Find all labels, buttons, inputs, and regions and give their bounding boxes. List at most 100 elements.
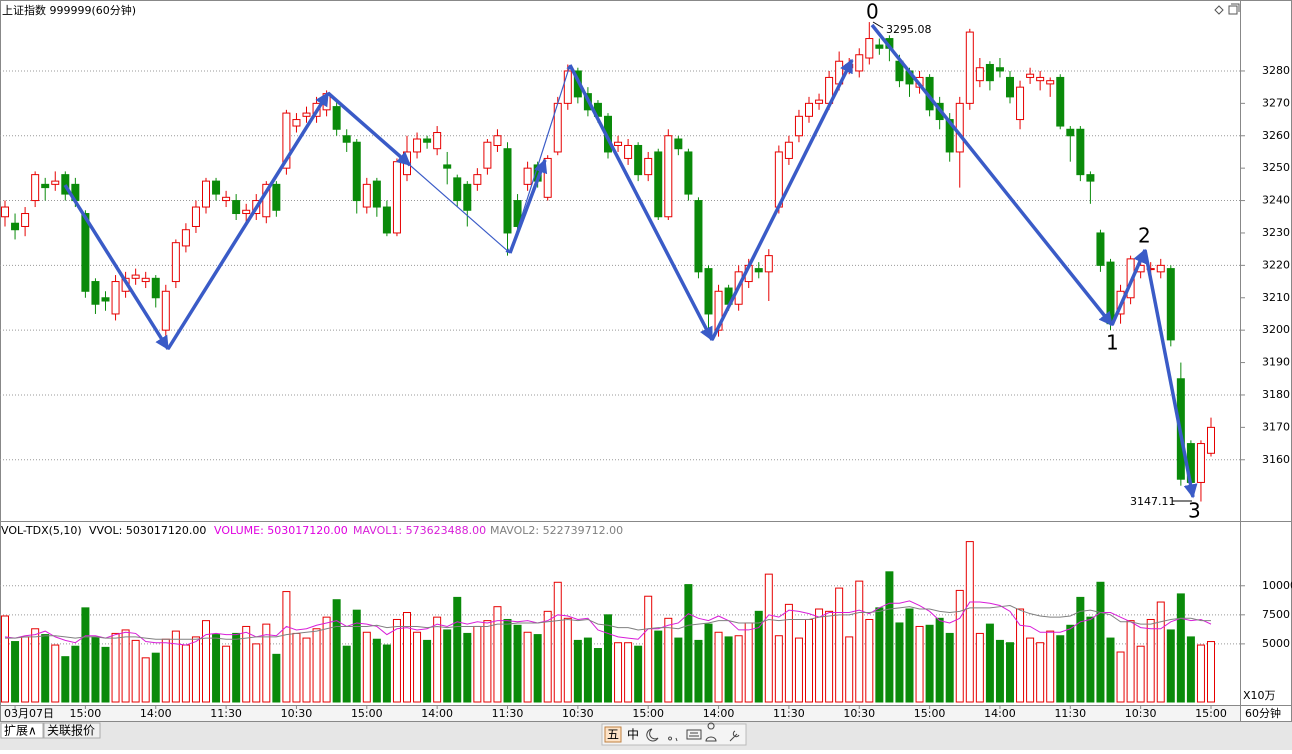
candle-body xyxy=(664,135,673,218)
volume-bar xyxy=(352,609,361,703)
y-tick-label: 3160 xyxy=(1262,453,1290,466)
x-tick-label: 10:30 xyxy=(1125,707,1157,720)
volume-bar xyxy=(21,636,30,703)
candle-body xyxy=(443,164,452,169)
candle-body xyxy=(684,151,693,195)
volume-bar xyxy=(835,587,844,703)
toolbar-button[interactable] xyxy=(604,726,622,743)
volume-bar xyxy=(51,644,60,703)
volume-bar xyxy=(11,641,20,703)
volume-bar xyxy=(855,580,864,703)
volume-bar xyxy=(191,636,200,703)
legend-entry: MAVOL1: 573623488.00 xyxy=(353,524,486,537)
tab[interactable] xyxy=(43,722,101,739)
trend-line xyxy=(329,94,511,254)
volume-bar xyxy=(664,617,673,703)
candle-body xyxy=(242,209,251,215)
trend-line xyxy=(710,58,854,341)
x-tick-label: 14:00 xyxy=(984,707,1016,720)
volume-bar xyxy=(634,645,643,703)
toolbar-icons[interactable] xyxy=(646,722,740,742)
candle-body xyxy=(272,183,281,211)
candle-body xyxy=(674,138,683,150)
candle-body xyxy=(614,141,623,146)
candle-body xyxy=(1076,128,1085,176)
volume-bar xyxy=(1156,601,1165,703)
volume-bar xyxy=(624,642,633,703)
x-tick-label: 11:30 xyxy=(210,707,242,720)
candle-body xyxy=(91,281,100,305)
volume-bar xyxy=(443,629,452,703)
volume-bar xyxy=(81,607,90,703)
candle-body xyxy=(21,213,30,227)
volume-bar xyxy=(985,623,994,703)
candle-body xyxy=(1016,86,1025,121)
volume-bar xyxy=(965,541,974,703)
volume-bar xyxy=(533,634,542,703)
volume-bar xyxy=(292,632,301,703)
candle-body xyxy=(131,274,140,279)
drawings xyxy=(63,23,1198,499)
candle-body xyxy=(513,200,522,227)
candle-body xyxy=(1,206,9,218)
volume-bar xyxy=(1166,629,1175,703)
candle-body xyxy=(181,229,190,247)
volume-bar xyxy=(995,639,1004,703)
tab[interactable] xyxy=(0,722,44,739)
x-tick-label: 15:00 xyxy=(914,707,946,720)
volume-bar xyxy=(1196,644,1205,703)
volume-bar xyxy=(674,637,683,703)
toolbar-label[interactable]: 五 xyxy=(607,728,619,742)
window-icons[interactable] xyxy=(1214,3,1240,15)
candle-body xyxy=(302,112,311,117)
period-box[interactable] xyxy=(1241,706,1291,721)
trend-line xyxy=(509,64,571,254)
candle-body xyxy=(634,144,643,176)
mavol-line xyxy=(5,605,1211,640)
candle-body xyxy=(955,102,964,153)
volume-bar xyxy=(151,652,160,703)
candle-body xyxy=(81,213,90,292)
wave-label: 0 xyxy=(866,0,879,24)
trend-line xyxy=(1110,248,1147,326)
volume-bar xyxy=(684,584,693,703)
volume-bar xyxy=(41,634,50,703)
volume-bar xyxy=(895,622,904,703)
candle-body xyxy=(523,167,532,185)
candle-body xyxy=(453,177,462,202)
volume-bar xyxy=(915,625,924,703)
candle-body xyxy=(1036,76,1045,82)
candle-body xyxy=(413,138,422,153)
volume-bar xyxy=(935,617,944,703)
period-label[interactable]: 60分钟 xyxy=(1245,706,1281,720)
volume-bar xyxy=(885,571,894,703)
toolbar-label[interactable]: 中 xyxy=(627,727,639,742)
candle-body xyxy=(61,174,70,195)
volume-bar xyxy=(161,638,170,703)
volume-bar xyxy=(905,608,914,703)
volume-bar xyxy=(975,632,984,703)
x-tick-label: 14:00 xyxy=(703,707,735,720)
candle-body xyxy=(1066,128,1075,137)
y-tick-label: 3230 xyxy=(1262,226,1290,239)
x-tick-label: 15:00 xyxy=(70,707,102,720)
y-tick-label: 7500 xyxy=(1262,608,1290,621)
volume-bar xyxy=(262,623,271,703)
volume-bar xyxy=(252,643,261,703)
volume-bar xyxy=(604,614,612,703)
volume-bar xyxy=(744,622,753,703)
tab-label[interactable]: 关联报价 xyxy=(47,723,95,738)
tab-label[interactable]: 扩展∧ xyxy=(4,724,37,738)
volume-bar xyxy=(111,632,120,703)
candle-body xyxy=(1096,232,1105,266)
candle-body xyxy=(493,135,502,146)
x-axis-band xyxy=(1,705,1240,721)
candle-body xyxy=(1156,264,1165,273)
chart-title: 上证指数 999999(60分钟) xyxy=(2,3,136,17)
volume-bar xyxy=(1186,636,1195,703)
candle-body xyxy=(704,268,713,315)
candle-body xyxy=(764,255,773,273)
volume-bar xyxy=(342,645,351,703)
volume-bar xyxy=(242,625,251,703)
candle-body xyxy=(392,161,401,234)
